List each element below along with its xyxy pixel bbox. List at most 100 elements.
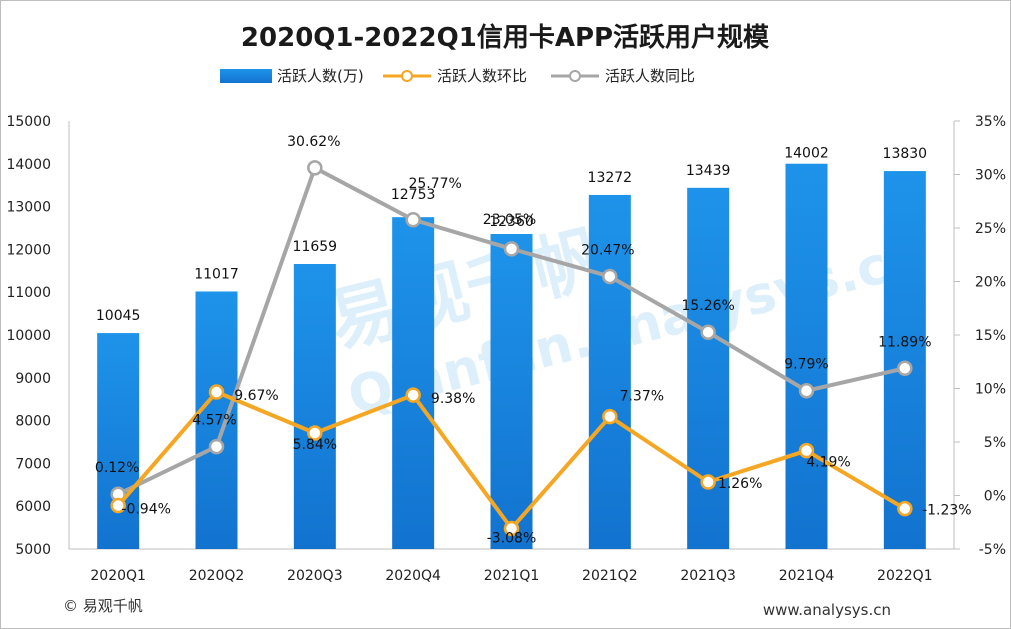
mom-value-label: -0.94% [121, 502, 171, 518]
legend-label-yoy: 活跃人数同比 [605, 67, 695, 85]
y-right-tick-label: 20% [975, 275, 1006, 291]
bar-value-label: 12753 [391, 187, 436, 203]
yoy-value-label: 30.62% [287, 134, 340, 150]
yoy-value-label: 0.12% [95, 460, 139, 476]
bar [392, 217, 435, 549]
y-left-tick-label: 12000 [6, 242, 51, 258]
legend-marker-yoy [569, 70, 581, 82]
x-tick-label: 2021Q3 [680, 568, 736, 584]
y-left-tick-label: 9000 [15, 371, 51, 387]
y-left-tick-label: 8000 [15, 414, 51, 430]
footer-copyright: © 易观千帆 [63, 597, 143, 615]
y-left-tick-label: 6000 [15, 499, 51, 515]
mom-point [208, 384, 225, 400]
legend-swatch-bar [220, 69, 272, 83]
yoy-value-label: 25.77% [408, 176, 461, 192]
yoy-value-label: 15.26% [681, 298, 734, 314]
bar-value-label: 10045 [96, 308, 141, 324]
bar-value-label: 11659 [293, 239, 338, 255]
legend: 活跃人数(万) 活跃人数环比 活跃人数同比 [220, 67, 695, 85]
yoy-point [405, 212, 421, 228]
mom-value-label: -1.23% [922, 503, 972, 519]
footer-website: www.analysys.cn [763, 601, 891, 619]
y-right-tick-label: 0% [984, 489, 1006, 505]
yoy-value-label: 4.57% [192, 413, 236, 429]
x-tick-label: 2020Q2 [189, 568, 245, 584]
mom-value-label: 4.19% [806, 455, 850, 471]
y-left-tick-label: 11000 [6, 285, 51, 301]
bar [687, 187, 730, 550]
y-right-ticks: -5% 0% 5% 10% 15% 20% 25% 30% 35% [954, 114, 1006, 558]
x-tick-label: 2020Q1 [90, 568, 146, 584]
mom-point [602, 408, 618, 425]
bar [785, 163, 828, 549]
y-right-tick-label: 10% [975, 382, 1006, 398]
x-tick-label: 2021Q4 [779, 568, 835, 584]
x-tick-label: 2020Q3 [287, 568, 343, 584]
bar-value-label: 14002 [784, 146, 829, 162]
y-left-tick-label: 14000 [6, 157, 51, 173]
x-tick-labels: 2020Q1 2020Q2 2020Q3 2020Q4 2021Q1 2021Q2 2021… [90, 568, 932, 584]
yoy-point [798, 382, 815, 399]
bar-value-label: 11017 [194, 266, 239, 282]
bar [195, 291, 238, 549]
mom-value-label: 1.26% [718, 476, 762, 492]
x-tick-label: 2021Q2 [582, 568, 638, 584]
bar-value-label: 13272 [588, 170, 633, 186]
bar-series [97, 163, 926, 550]
bar [293, 263, 336, 549]
bar-value-label: 13830 [883, 146, 928, 162]
y-right-tick-label: 30% [975, 168, 1006, 184]
mom-point [503, 520, 520, 537]
yoy-point [700, 324, 716, 340]
mom-value-label: 7.37% [620, 389, 664, 405]
y-right-tick-label: 35% [975, 114, 1006, 130]
mom-value-label: 9.67% [234, 388, 278, 404]
mom-value-label: 5.84% [293, 437, 337, 453]
y-left-ticks: 5000 6000 7000 8000 9000 10000 11000 12000 13000… [6, 114, 51, 558]
y-left-tick-label: 15000 [6, 114, 51, 130]
y-left-tick-label: 7000 [15, 456, 51, 472]
y-right-tick-label: 25% [975, 221, 1006, 237]
bar-value-label: 13439 [686, 163, 731, 179]
yoy-point [208, 438, 225, 455]
mom-point [307, 425, 323, 441]
legend-label-bar: 活跃人数(万) [277, 67, 364, 85]
x-tick-label: 2022Q1 [877, 568, 933, 584]
data-labels: 10045 11017 11659 12753 12360 13272 13439 14002… [95, 134, 972, 547]
mom-point [110, 497, 126, 514]
bar [883, 171, 926, 550]
mom-point [798, 442, 815, 459]
y-right-tick-label: -5% [979, 542, 1006, 558]
yoy-point [503, 241, 520, 257]
mom-value-label: 9.38% [431, 391, 475, 407]
y-left-tick-label: 10000 [6, 328, 51, 344]
yoy-value-label: 9.79% [784, 357, 828, 373]
yoy-point [897, 360, 913, 377]
yoy-value-label: 11.89% [878, 334, 931, 350]
chart-title: 2020Q1-2022Q1信用卡APP活跃用户规模 [241, 22, 770, 53]
yoy-point [602, 268, 618, 285]
yoy-value-label: 20.47% [581, 242, 634, 258]
legend-marker-mom [401, 70, 413, 82]
line-series-yoy [110, 160, 913, 502]
mom-point [897, 500, 913, 517]
y-right-tick-label: 5% [984, 435, 1006, 451]
yoy-point [307, 160, 323, 176]
x-tick-label: 2021Q1 [484, 568, 540, 584]
mom-value-label: -3.08% [487, 530, 537, 546]
bar [588, 194, 631, 549]
mom-point [700, 474, 716, 490]
y-left-tick-label: 5000 [15, 542, 51, 558]
legend-label-mom: 活跃人数环比 [437, 67, 527, 85]
y-left-tick-label: 13000 [6, 200, 51, 216]
x-tick-label: 2020Q4 [385, 568, 441, 584]
bar [490, 233, 533, 549]
yoy-value-label: 23.05% [483, 212, 536, 228]
line-series-mom [110, 384, 913, 537]
bar-value-label: 12360 [489, 214, 534, 230]
mom-point [405, 387, 421, 403]
y-right-tick-label: 15% [975, 328, 1006, 344]
